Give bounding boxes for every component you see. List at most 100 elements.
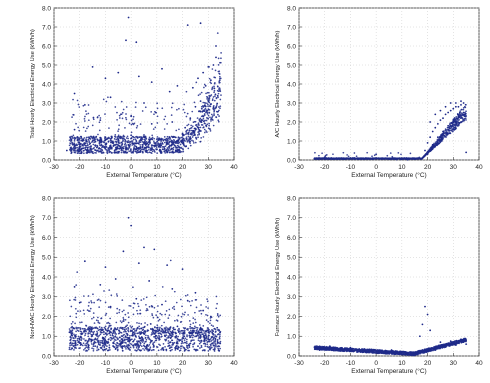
- data-point: [103, 99, 105, 101]
- data-point: [116, 328, 118, 330]
- data-point: [217, 339, 219, 341]
- data-point: [110, 339, 112, 341]
- data-point: [100, 348, 102, 350]
- data-point: [168, 340, 170, 342]
- data-point: [110, 136, 112, 138]
- data-point: [199, 130, 201, 132]
- data-point: [119, 340, 121, 342]
- data-point: [100, 145, 102, 147]
- data-point: [218, 93, 220, 95]
- data-point: [183, 314, 185, 316]
- data-point: [106, 137, 108, 139]
- data-point: [199, 334, 201, 336]
- data-point: [202, 350, 204, 352]
- data-point: [435, 141, 437, 143]
- data-point: [153, 349, 155, 351]
- data-point: [203, 126, 205, 128]
- data-point: [161, 142, 163, 144]
- data-point: [213, 125, 215, 127]
- data-point: [95, 137, 97, 139]
- data-point: [97, 332, 99, 334]
- data-point: [98, 349, 100, 351]
- data-point: [459, 112, 461, 114]
- data-point: [200, 100, 202, 102]
- data-point: [133, 148, 135, 150]
- data-point: [460, 104, 462, 106]
- data-point: [144, 345, 146, 347]
- y-tick-label: 0.0: [42, 353, 51, 360]
- data-point: [66, 150, 68, 152]
- data-point: [124, 329, 126, 331]
- data-point: [189, 128, 191, 130]
- data-point: [161, 325, 163, 327]
- data-point: [136, 125, 138, 127]
- data-point: [190, 343, 192, 345]
- data-point: [218, 58, 220, 60]
- x-tick-label: 0: [374, 360, 378, 367]
- data-point: [429, 149, 431, 151]
- data-point: [102, 141, 104, 143]
- data-point: [199, 343, 201, 345]
- y-tick-label: 5.0: [42, 255, 51, 262]
- data-point: [321, 152, 323, 154]
- data-point: [326, 158, 328, 160]
- data-point: [129, 325, 131, 327]
- data-point: [140, 123, 142, 125]
- data-point: [434, 127, 436, 129]
- data-point: [92, 151, 94, 153]
- data-point: [105, 140, 107, 142]
- data-point: [160, 330, 162, 332]
- data-point: [207, 118, 209, 120]
- data-point: [367, 158, 369, 160]
- data-point: [144, 341, 146, 343]
- data-point: [82, 345, 84, 347]
- data-point: [93, 312, 95, 314]
- data-point: [104, 146, 106, 148]
- data-point: [178, 143, 180, 145]
- data-point: [209, 96, 211, 98]
- data-point: [167, 138, 169, 140]
- data-point: [172, 102, 174, 104]
- data-point: [99, 129, 101, 131]
- x-tick-label: 40: [230, 360, 238, 367]
- data-point: [69, 144, 71, 146]
- data-point: [180, 330, 182, 332]
- data-point: [450, 102, 452, 104]
- data-point: [136, 333, 138, 335]
- data-point: [362, 157, 364, 159]
- data-point: [115, 278, 117, 280]
- data-point: [112, 333, 114, 335]
- data-point: [159, 149, 161, 151]
- data-point: [97, 320, 99, 322]
- data-point: [78, 327, 80, 329]
- data-point: [465, 343, 467, 345]
- data-point: [159, 313, 161, 315]
- data-point: [373, 158, 375, 160]
- data-point: [429, 121, 431, 123]
- data-point: [191, 335, 193, 337]
- data-point: [75, 316, 77, 318]
- data-point: [141, 336, 143, 338]
- data-point: [149, 350, 151, 352]
- data-point: [164, 128, 166, 130]
- data-point: [182, 138, 184, 140]
- data-point: [158, 333, 160, 335]
- data-point: [184, 332, 186, 334]
- data-point: [162, 349, 164, 351]
- data-point: [138, 335, 140, 337]
- data-point: [208, 336, 210, 338]
- data-point: [84, 120, 86, 122]
- data-point: [165, 332, 167, 334]
- data-point: [123, 109, 125, 111]
- data-point: [444, 135, 446, 137]
- data-point: [126, 137, 128, 139]
- data-point: [166, 140, 168, 142]
- y-tick-label: 3.0: [287, 294, 296, 301]
- data-point: [418, 157, 420, 159]
- data-point: [125, 348, 127, 350]
- data-point: [159, 339, 161, 341]
- data-point: [98, 306, 100, 308]
- data-point: [202, 310, 204, 312]
- data-point: [184, 311, 186, 313]
- data-point: [88, 113, 90, 115]
